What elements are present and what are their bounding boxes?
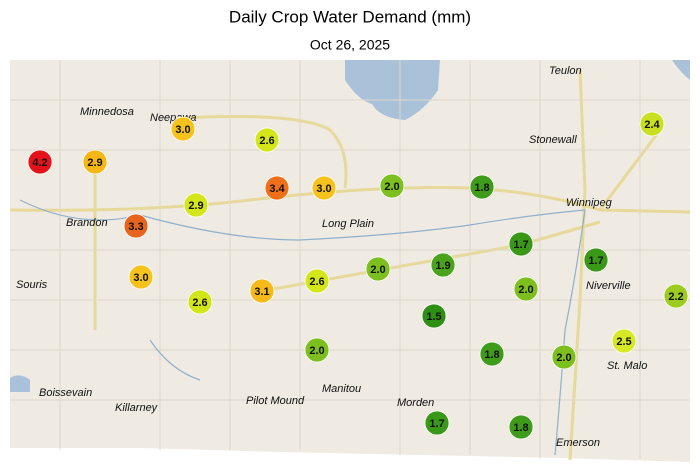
station-marker (311, 175, 337, 201)
station-marker (365, 256, 391, 282)
station-value: 2.0 (556, 352, 571, 364)
station-marker (583, 247, 609, 273)
station-value: 1.5 (426, 311, 441, 323)
town-label: Teulon (549, 65, 582, 77)
town-label: Souris (16, 279, 48, 291)
station-marker (264, 175, 290, 201)
station-value: 2.9 (87, 157, 102, 169)
station-marker (611, 328, 637, 354)
town-label: Killarney (115, 402, 159, 414)
map-title: Daily Crop Water Demand (mm) (229, 7, 471, 26)
station-marker (430, 252, 456, 278)
station-marker (128, 264, 154, 290)
station-marker (639, 111, 665, 137)
station-marker (170, 116, 196, 142)
station-value: 1.7 (513, 239, 528, 251)
town-label: St. Malo (607, 360, 647, 372)
station-value: 1.7 (429, 418, 444, 430)
station-value: 3.4 (269, 183, 285, 195)
station-marker (663, 283, 689, 309)
station-value: 1.7 (588, 255, 603, 267)
station-marker (479, 341, 505, 367)
station-value: 4.2 (32, 157, 47, 169)
station-value: 2.4 (644, 119, 660, 131)
town-label: Emerson (556, 437, 600, 449)
station-marker (249, 278, 275, 304)
station-value: 2.6 (309, 276, 324, 288)
station-marker (513, 276, 539, 302)
town-label: Winnipeg (566, 197, 613, 209)
station-marker (304, 337, 330, 363)
station-marker (421, 303, 447, 329)
station-marker (123, 213, 149, 239)
station-marker (469, 174, 495, 200)
station-marker (304, 268, 330, 294)
station-value: 3.0 (316, 183, 331, 195)
town-label: Minnedosa (80, 106, 134, 118)
station-value: 3.0 (175, 124, 190, 136)
station-marker (183, 192, 209, 218)
station-value: 2.0 (384, 181, 399, 193)
station-marker (187, 289, 213, 315)
station-value: 2.2 (668, 291, 683, 303)
station-value: 2.6 (259, 135, 274, 147)
station-marker (82, 149, 108, 175)
station-marker (27, 149, 53, 175)
station-value: 2.0 (370, 264, 385, 276)
town-label: Manitou (322, 383, 361, 395)
town-label: Pilot Mound (246, 395, 305, 407)
map-subtitle: Oct 26, 2025 (310, 37, 390, 53)
town-label: Morden (397, 397, 434, 409)
station-marker (379, 173, 405, 199)
station-value: 1.8 (484, 349, 499, 361)
station-value: 2.6 (192, 297, 207, 309)
station-marker (508, 231, 534, 257)
station-marker (424, 410, 450, 436)
station-marker (254, 127, 280, 153)
station-value: 2.0 (309, 345, 324, 357)
town-label: Niverville (586, 280, 631, 292)
station-value: 3.3 (128, 221, 143, 233)
station-value: 1.9 (435, 260, 450, 272)
station-value: 2.5 (616, 336, 631, 348)
station-value: 2.9 (188, 200, 203, 212)
station-marker (551, 344, 577, 370)
town-label: Brandon (66, 217, 108, 229)
town-label: Long Plain (322, 218, 374, 230)
station-value: 3.0 (133, 272, 148, 284)
station-value: 3.1 (254, 286, 269, 298)
station-marker (508, 414, 534, 440)
town-label: Boissevain (39, 387, 92, 399)
station-value: 2.0 (518, 284, 533, 296)
station-value: 1.8 (474, 182, 489, 194)
town-label: Stonewall (529, 134, 577, 146)
basemap (9, 60, 691, 462)
station-value: 1.8 (513, 422, 528, 434)
